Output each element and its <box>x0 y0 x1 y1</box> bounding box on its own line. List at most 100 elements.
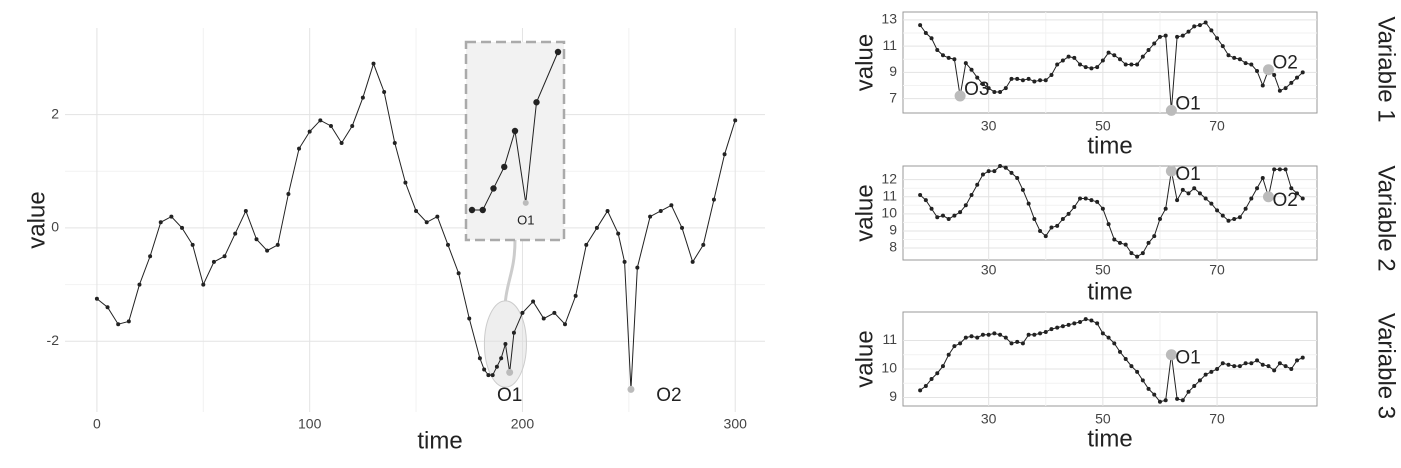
data-point <box>680 225 685 230</box>
data-point <box>1083 196 1088 201</box>
x-tick-label: 30 <box>981 118 997 134</box>
data-point <box>648 214 653 219</box>
data-point <box>1220 44 1225 49</box>
y-tick-label: 2 <box>51 105 59 121</box>
data-point <box>1146 48 1151 53</box>
data-point <box>1192 384 1197 389</box>
data-point <box>1255 69 1260 74</box>
data-point <box>1157 399 1162 404</box>
data-point <box>1049 72 1054 77</box>
data-point <box>1300 196 1305 201</box>
data-point <box>318 118 323 123</box>
outlier-label: O1 <box>1175 93 1200 114</box>
data-point <box>658 208 663 213</box>
x-tick-label: 70 <box>1209 262 1225 278</box>
data-point <box>1095 199 1100 204</box>
data-point <box>929 376 934 381</box>
data-point <box>918 193 923 198</box>
data-point <box>158 220 163 225</box>
outlier-label: O2 <box>656 385 681 406</box>
data-point <box>1003 335 1008 340</box>
data-point <box>1175 34 1180 39</box>
data-point <box>1215 208 1220 213</box>
y-axis-title: value <box>851 184 878 241</box>
data-point <box>1106 222 1111 227</box>
data-point <box>1003 86 1008 91</box>
data-point <box>520 310 525 315</box>
data-point <box>1277 361 1282 366</box>
data-point <box>445 242 450 247</box>
data-point <box>94 296 99 301</box>
data-point <box>1226 362 1231 367</box>
data-point <box>1215 366 1220 371</box>
data-point <box>1100 331 1105 336</box>
data-point <box>1243 61 1248 66</box>
data-point <box>1043 234 1048 239</box>
data-point <box>958 210 963 215</box>
data-point <box>1043 329 1048 334</box>
data-point <box>1180 398 1185 403</box>
data-point <box>382 90 387 94</box>
data-point <box>541 316 546 321</box>
inset-point <box>522 199 529 206</box>
data-point <box>980 82 985 87</box>
data-point <box>1180 187 1185 192</box>
data-point <box>584 242 589 247</box>
data-point <box>1078 62 1083 67</box>
data-point <box>1209 28 1214 33</box>
y-tick-label: 10 <box>881 205 897 221</box>
data-point <box>286 191 291 196</box>
data-point <box>265 248 270 253</box>
data-point <box>935 215 940 220</box>
data-point <box>1220 361 1225 366</box>
data-point <box>1066 211 1071 216</box>
data-point <box>1157 216 1162 221</box>
data-point <box>1129 251 1134 256</box>
data-point <box>297 146 302 151</box>
data-point <box>986 86 991 91</box>
data-point <box>1083 317 1088 322</box>
data-point <box>1272 72 1277 77</box>
outlier-point <box>1165 104 1177 116</box>
data-point <box>1146 386 1151 391</box>
data-point <box>435 214 440 219</box>
data-point <box>711 197 716 202</box>
data-point <box>1266 364 1271 369</box>
data-point <box>180 225 185 230</box>
data-point <box>1123 242 1128 247</box>
inset-label: O1 <box>517 212 534 227</box>
data-point <box>1038 78 1043 83</box>
data-point <box>992 331 997 336</box>
data-point <box>1026 76 1031 81</box>
data-point <box>222 254 227 259</box>
data-point <box>1020 78 1025 83</box>
x-tick-label: 200 <box>511 416 535 432</box>
data-point <box>1203 20 1208 25</box>
data-point <box>486 373 491 378</box>
data-point <box>328 123 333 128</box>
data-point <box>1095 65 1100 70</box>
data-point <box>722 152 727 157</box>
data-point <box>1249 196 1254 201</box>
data-point <box>1032 332 1037 337</box>
data-point <box>1300 70 1305 75</box>
data-point <box>1089 66 1094 71</box>
data-point <box>1209 369 1214 374</box>
y-tick-label: 11 <box>882 187 897 203</box>
data-point <box>1180 33 1185 38</box>
data-point <box>392 140 397 145</box>
data-point <box>1100 206 1105 211</box>
data-point <box>1175 396 1180 401</box>
data-point <box>1197 378 1202 383</box>
data-point <box>307 129 312 134</box>
data-point <box>929 36 934 41</box>
data-point <box>477 356 482 361</box>
data-point <box>1249 361 1254 366</box>
data-point <box>552 310 557 315</box>
data-point <box>1117 349 1122 354</box>
data-point <box>1129 364 1134 369</box>
data-point <box>1272 368 1277 373</box>
outlier-label: O1 <box>1175 164 1200 185</box>
data-point <box>963 335 968 340</box>
data-point <box>1055 62 1060 67</box>
